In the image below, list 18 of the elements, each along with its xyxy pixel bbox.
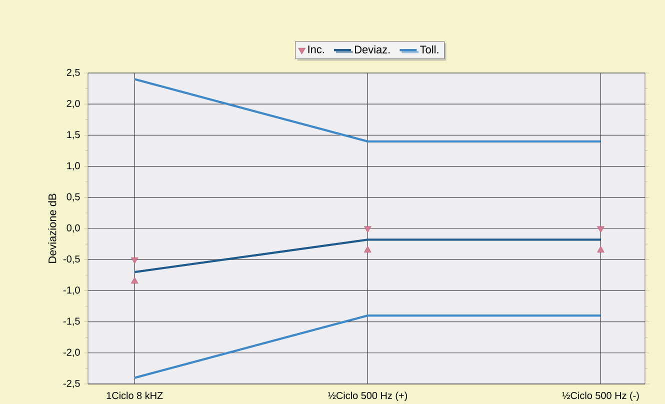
legend-label: Deviaz. — [355, 45, 390, 54]
y-tick-label: 2,5 — [66, 68, 80, 77]
y-tick-label: 0,0 — [66, 224, 80, 232]
x-tick-label: ½Ciclo 500 Hz (-) — [562, 392, 639, 401]
y-tick-label: 0,5 — [66, 193, 80, 202]
y-tick-label: 1,0 — [67, 162, 80, 170]
y-tick-label: -2,0 — [64, 348, 80, 357]
y-tick-label: -1,5 — [64, 318, 80, 326]
legend-label: Toll. — [420, 45, 438, 54]
legend-label: Inc. — [308, 45, 324, 54]
y-tick-label: -2,5 — [64, 380, 80, 388]
x-tick-label: 1Ciclo 8 kHZ — [106, 392, 163, 399]
y-tick-label: 1,5 — [67, 130, 80, 140]
x-tick-label: ½Ciclo 500 Hz (+) — [328, 392, 408, 401]
y-axis-title: Deviazione dB — [48, 194, 56, 263]
y-tick-label: 2,0 — [66, 100, 80, 108]
y-tick-label: -0,5 — [64, 255, 80, 264]
y-tick-label: -1,0 — [64, 286, 80, 295]
